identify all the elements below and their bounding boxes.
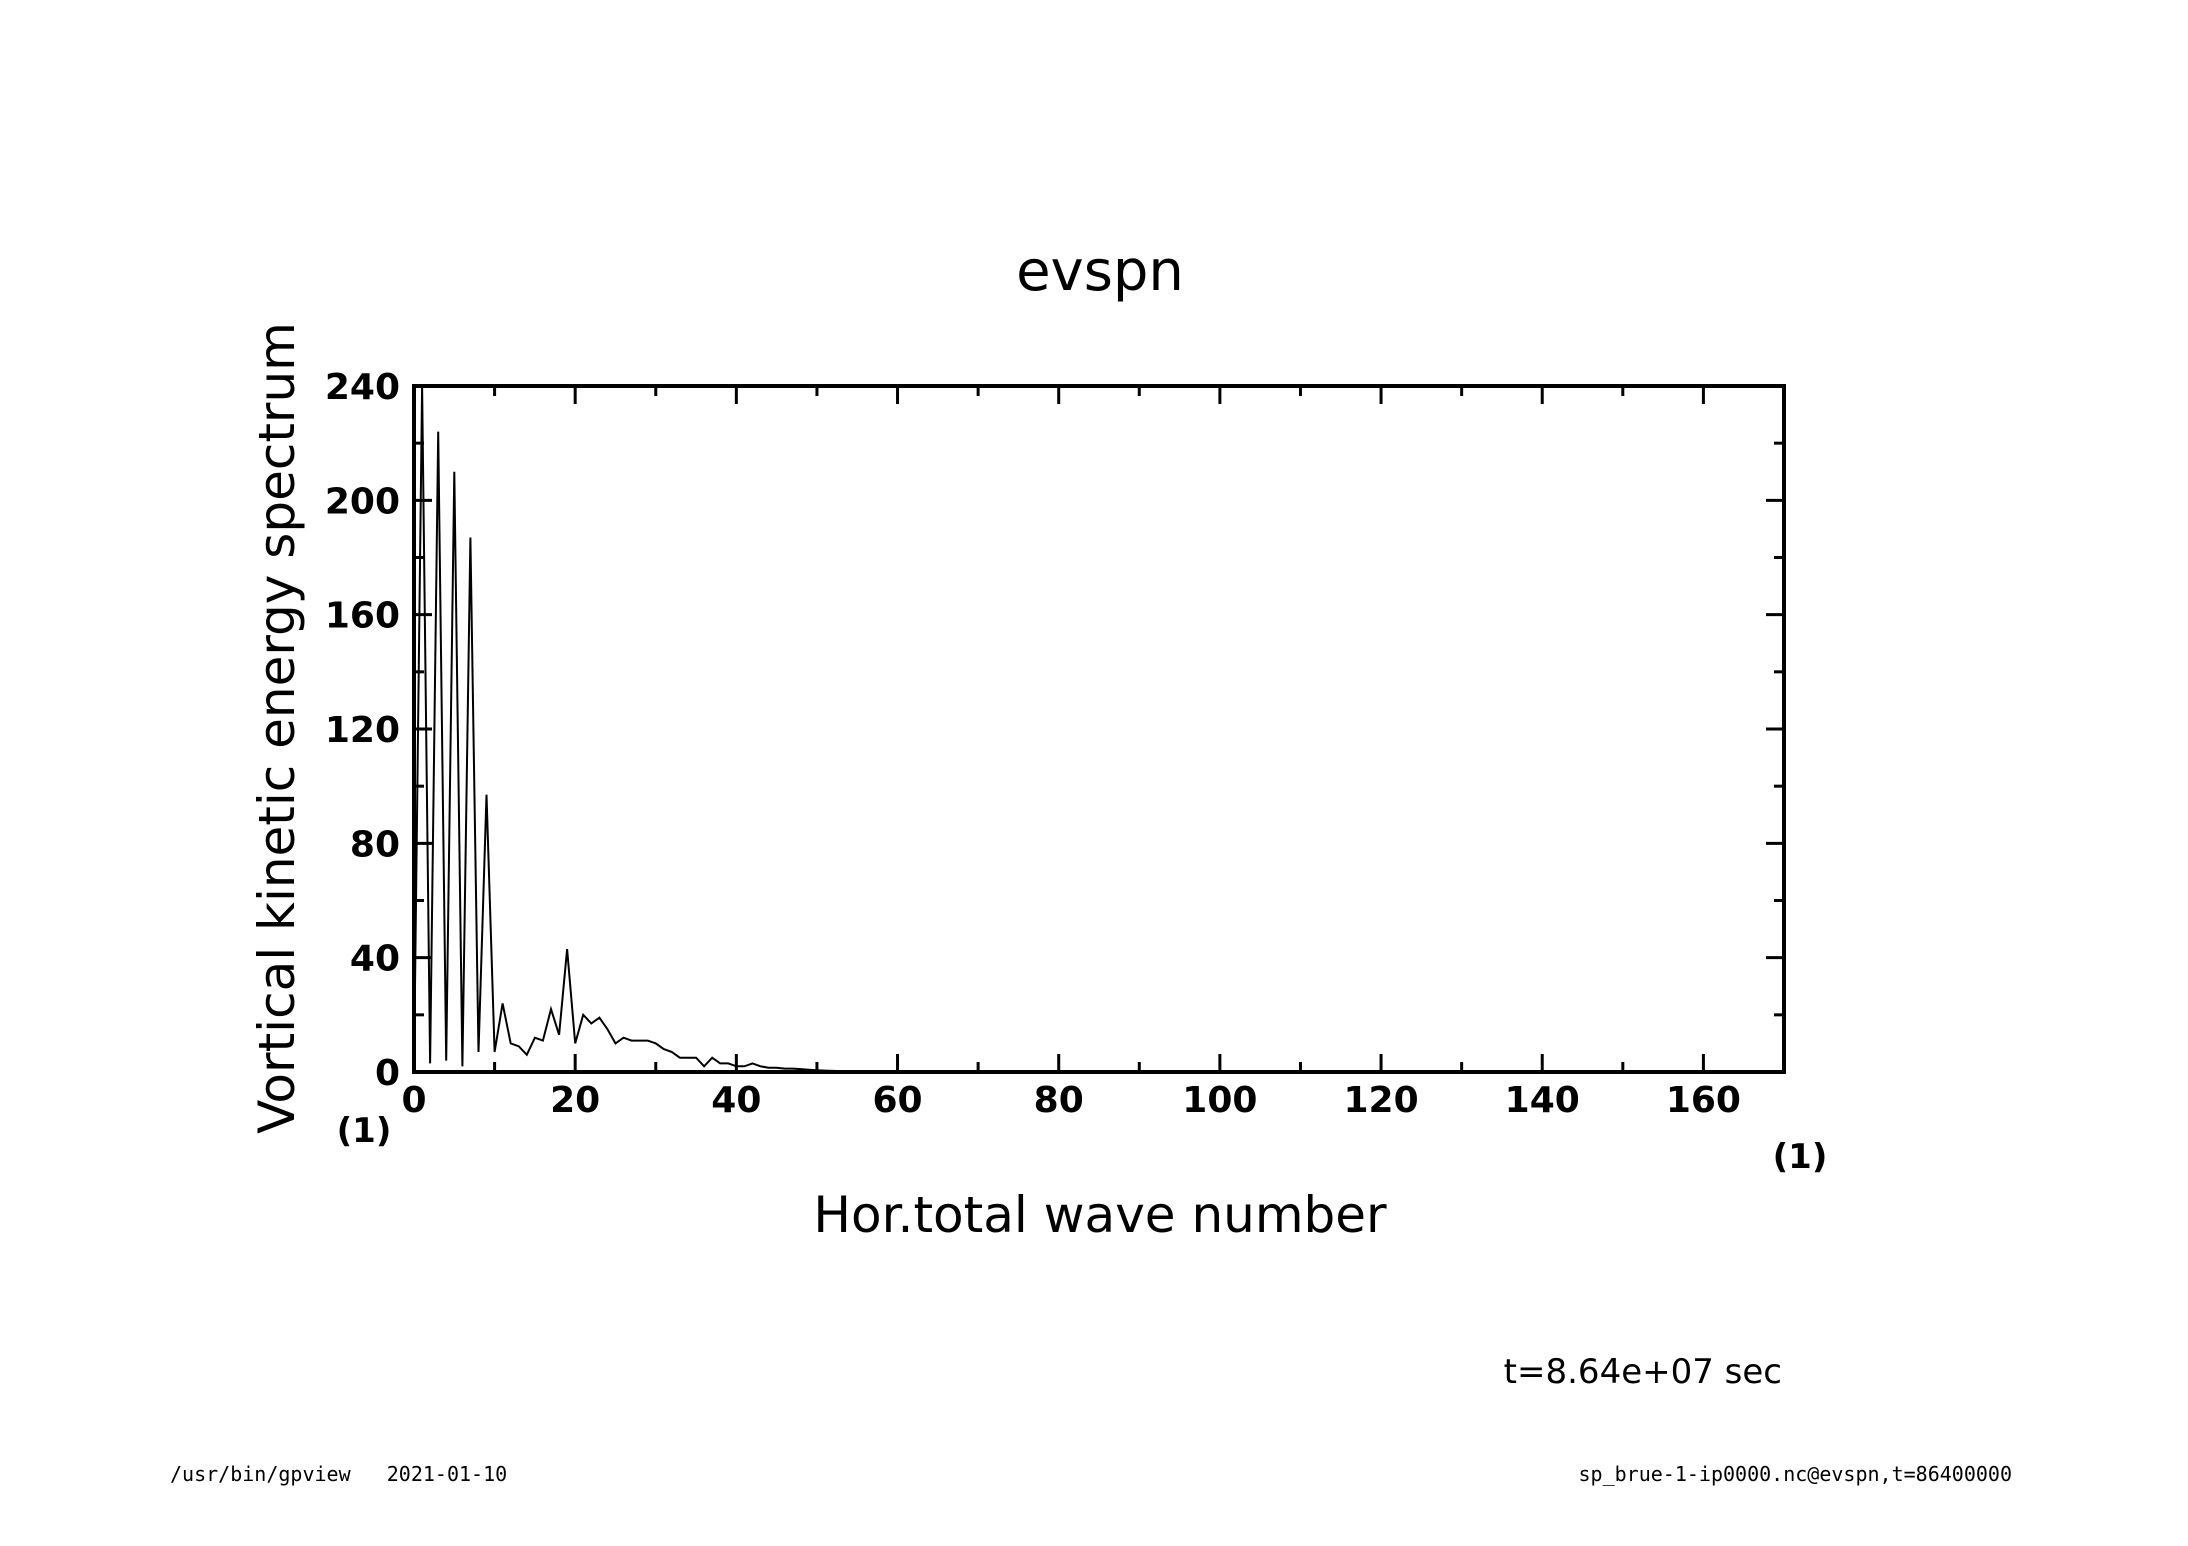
y-axis-unit: (1) <box>337 1111 392 1151</box>
y-tick-label: 160 <box>325 596 400 637</box>
x-axis-unit: (1) <box>1773 1137 1828 1177</box>
y-tick-label: 80 <box>350 824 400 865</box>
y-tick-label: 200 <box>325 481 400 522</box>
tick-labels: 0 20 40 60 80 100 120 140 160 0 40 80 120 160 200 240 <box>325 367 1741 1121</box>
chart-title: evspn <box>1016 239 1184 304</box>
x-tick-label: 40 <box>711 1080 761 1121</box>
x-tick-label: 160 <box>1666 1080 1741 1121</box>
footer-right: sp_brue-1-ip0000.nc@evspn,t=86400000 <box>1578 1462 2012 1486</box>
x-tick-label: 60 <box>872 1080 922 1121</box>
y-tick-label: 40 <box>350 939 400 980</box>
x-tick-label: 0 <box>401 1080 426 1121</box>
y-tick-label: 120 <box>325 710 400 751</box>
axis-ticks <box>412 384 1786 1074</box>
y-tick-label: 240 <box>325 367 400 408</box>
y-tick-label: 0 <box>375 1053 400 1094</box>
x-tick-label: 20 <box>550 1080 600 1121</box>
time-annotation: t=8.64e+07 sec <box>1504 1352 1782 1392</box>
x-tick-label: 120 <box>1343 1080 1418 1121</box>
y-axis-label: Vortical kinetic energy spectrum <box>248 322 306 1134</box>
footer-left: /usr/bin/gpview 2021-01-10 <box>170 1462 508 1486</box>
series-line <box>413 385 1784 1073</box>
plot-frame <box>412 384 1786 1074</box>
x-tick-label: 80 <box>1034 1080 1084 1121</box>
x-tick-label: 140 <box>1505 1080 1580 1121</box>
x-axis-label: Hor.total wave number <box>813 1186 1387 1244</box>
x-tick-label: 100 <box>1182 1080 1257 1121</box>
